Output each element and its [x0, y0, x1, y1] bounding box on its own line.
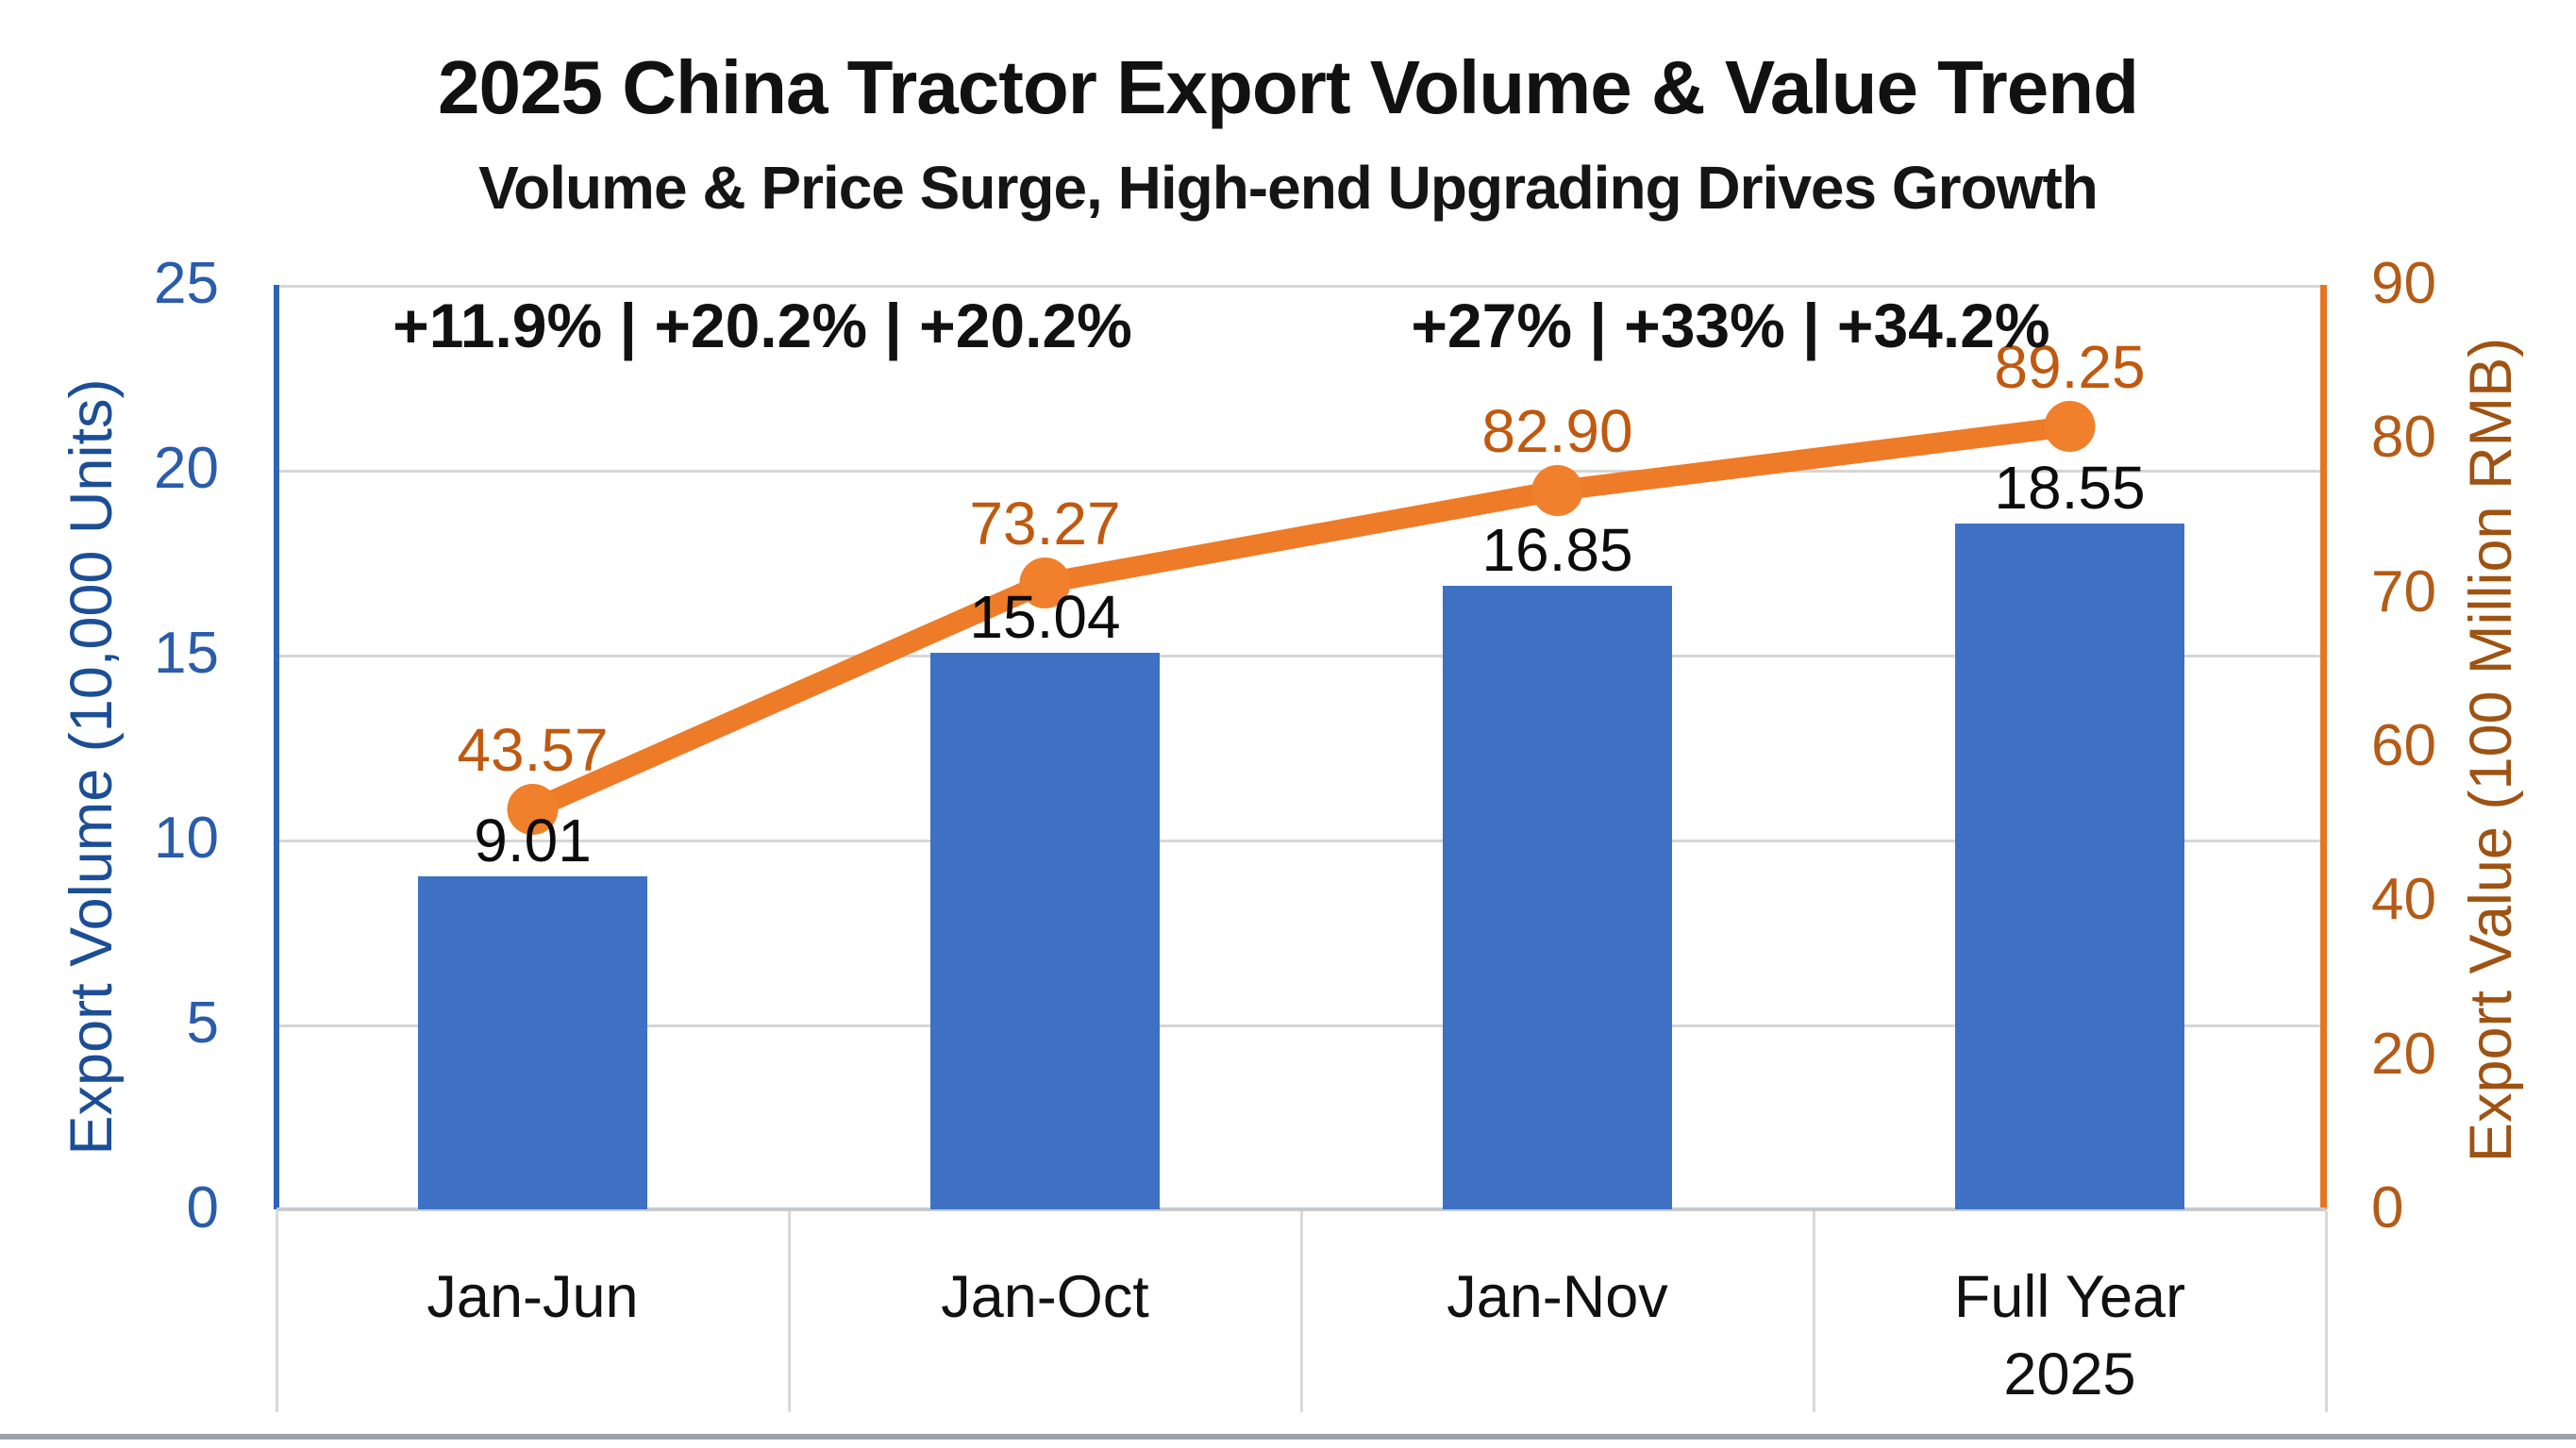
left-axis-title: Export Volume (10,000 Units) — [59, 378, 125, 1156]
gridline — [276, 655, 2326, 657]
right-axis-tick: 80 — [2371, 405, 2436, 471]
chart-subtitle: Volume & Price Surge, High-end Upgrading… — [478, 154, 2099, 222]
gridline — [276, 470, 2326, 473]
line-marker — [1019, 558, 1071, 608]
gridline — [276, 840, 2326, 842]
left-axis-tick: 25 — [154, 251, 219, 317]
category-divider — [1299, 1211, 1303, 1412]
gridline — [276, 285, 2326, 288]
category-label: Jan-Oct — [941, 1264, 1149, 1330]
left-axis-tick: 20 — [154, 436, 219, 502]
bar — [1443, 586, 1672, 1209]
annotation-volume-growth: +11.9% | +20.2% | +20.2% — [393, 291, 1132, 360]
bar-value-label: 9.01 — [474, 806, 592, 874]
category-divider — [1812, 1211, 1815, 1412]
left-axis-tick: 10 — [154, 806, 219, 872]
bar-value-label: 16.85 — [1481, 516, 1633, 585]
bar — [418, 875, 647, 1209]
right-axis-tick: 0 — [2371, 1175, 2404, 1241]
bottom-border-line — [0, 1434, 2576, 1440]
line-value-label: 89.25 — [1994, 333, 2146, 401]
line-value-label: 43.57 — [457, 716, 609, 784]
bar — [930, 653, 1160, 1209]
bar-value-label: 18.55 — [1994, 453, 2146, 522]
left-axis-spine — [274, 285, 279, 1209]
chart-title: 2025 China Tractor Export Volume & Value… — [438, 45, 2139, 129]
line-series — [507, 401, 2096, 835]
right-axis-tick: 20 — [2371, 1021, 2436, 1087]
category-divider — [2324, 1211, 2328, 1412]
category-label: Full Year 2025 — [1953, 1264, 2186, 1407]
line-marker — [1531, 465, 1583, 516]
line-value-label: 73.27 — [969, 490, 1121, 558]
category-divider — [787, 1211, 791, 1412]
line-marker — [2044, 401, 2096, 452]
left-axis-tick: 15 — [154, 621, 219, 687]
line-value-label: 82.90 — [1481, 397, 1633, 465]
category-divider — [275, 1211, 278, 1412]
left-axis-tick: 5 — [186, 990, 219, 1057]
bar — [1955, 523, 2184, 1209]
right-axis-tick: 60 — [2371, 713, 2436, 779]
category-label: Jan-Jun — [427, 1264, 639, 1330]
bar-value-label: 15.04 — [969, 583, 1121, 652]
right-axis-tick: 90 — [2371, 251, 2436, 317]
x-axis-line — [276, 1207, 2326, 1211]
left-axis-tick: 0 — [186, 1175, 219, 1241]
gridline — [276, 1024, 2326, 1027]
right-axis-tick: 40 — [2371, 867, 2436, 933]
right-axis-title: Export Value (100 Million RMB) — [2458, 337, 2524, 1163]
annotation-value-growth: +27% | +33% | +34.2% — [1411, 291, 2050, 360]
line-marker — [507, 784, 559, 835]
right-axis-spine — [2320, 285, 2327, 1209]
category-label: Jan-Nov — [1447, 1264, 1668, 1330]
right-axis-tick: 70 — [2371, 558, 2436, 624]
export-value-line — [522, 416, 2081, 820]
